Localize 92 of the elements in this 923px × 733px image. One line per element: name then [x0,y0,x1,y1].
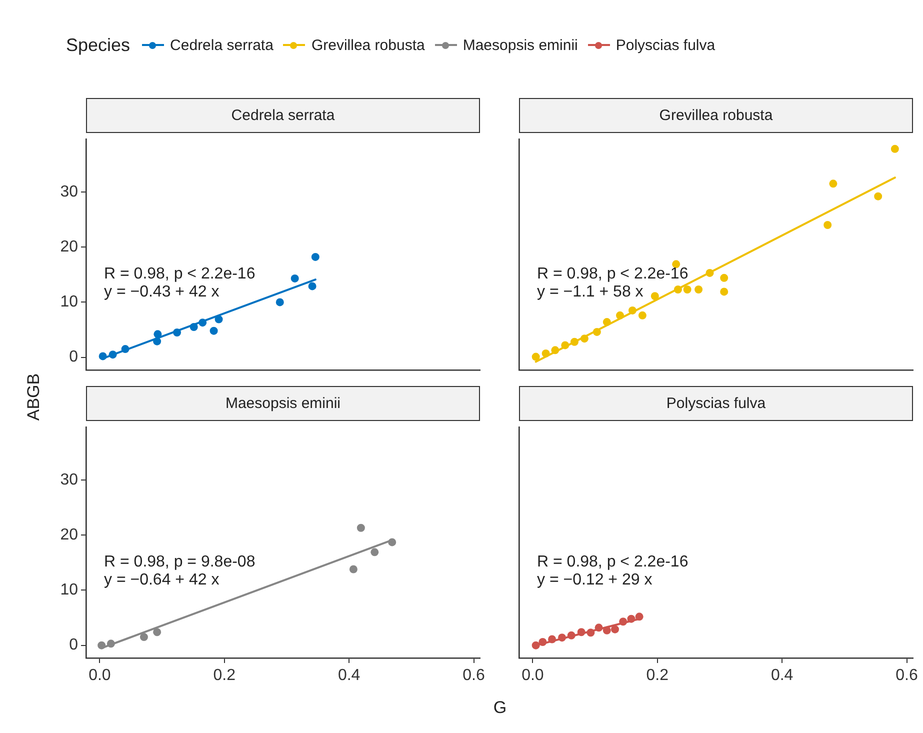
point [538,638,547,646]
x-tick-label: 0.2 [213,667,236,684]
legend-label: Cedrela serrata [170,36,274,54]
point [580,334,588,343]
point [388,538,396,546]
point [370,548,379,556]
point [586,628,595,637]
point [890,144,899,153]
point [153,628,162,636]
legend-title: Species [66,34,130,56]
point [674,286,682,294]
point [349,565,358,574]
point [532,352,540,361]
point [198,318,207,327]
x-tick-label: 0.6 [896,667,918,684]
point [611,625,620,634]
point [635,612,644,621]
point [356,524,365,532]
point [619,618,628,626]
point [121,345,130,354]
point [210,326,218,335]
point [602,318,611,326]
chart-title: Polyscias fulva [519,386,913,421]
annotation: R = 0.98, p < 2.2e-16 [104,266,256,283]
point [532,641,540,650]
legend-label: Grevillea robusta [311,36,425,54]
point [567,631,576,640]
point [108,350,117,359]
x-axis-title: G [493,698,507,718]
point [290,274,299,282]
point [628,306,636,314]
point [594,624,603,632]
point [829,180,838,188]
annotation: y = −0.12 + 29 x [537,572,652,589]
annotation: R = 0.98, p < 2.2e-16 [537,554,688,571]
y-axis-title: ABGB [24,373,44,421]
point [824,221,832,230]
point [694,286,703,294]
y-tick-label: 0 [69,636,78,654]
point [542,349,550,358]
point [627,614,636,623]
x-tick-label: 0.0 [88,667,111,684]
point [214,315,223,324]
point [720,274,728,282]
annotation: R = 0.98, p = 9.8e-08 [104,554,256,571]
annotation: y = −1.1 + 58 x [537,284,644,301]
legend-label: Maesopsis eminii [462,36,578,54]
point [98,641,106,650]
point [570,338,578,346]
point [140,633,148,642]
y-tick-label: 20 [60,526,78,544]
point [153,337,162,346]
y-tick-label: 0 [69,348,78,366]
x-tick-label: 0.0 [522,667,544,684]
point [720,288,728,296]
point [592,328,601,336]
y-tick-label: 30 [60,471,78,488]
x-tick-label: 0.6 [462,667,485,684]
point [638,311,646,320]
annotation: R = 0.98, p < 2.2e-16 [537,266,688,283]
point [874,192,882,200]
point [602,626,611,634]
y-tick-label: 30 [60,183,78,200]
point [706,268,714,277]
y-tick-label: 10 [60,294,78,311]
point [98,352,107,360]
x-tick-label: 0.4 [770,667,794,684]
chart-title: Maesopsis eminii [86,386,480,421]
annotation: y = −0.43 + 42 x [104,284,220,301]
point [650,292,659,300]
point [551,346,560,354]
x-tick-label: 0.4 [338,667,360,684]
point [616,311,624,320]
y-tick-label: 10 [60,582,78,599]
point [276,298,284,306]
point [311,252,320,261]
point [683,286,692,294]
point [558,634,566,642]
annotation: y = −0.64 + 42 x [104,572,220,589]
point [577,628,586,636]
point [548,635,556,644]
point [308,282,316,290]
legend-label: Polyscias fulva [616,36,716,54]
point [106,640,115,648]
chart-title: Grevillea robusta [519,98,913,133]
chart-title: Cedrela serrata [86,98,480,133]
point [561,341,570,350]
x-tick-label: 0.2 [646,667,669,684]
y-tick-label: 20 [60,238,78,256]
point [190,323,198,331]
point [173,328,182,337]
point [154,330,162,338]
